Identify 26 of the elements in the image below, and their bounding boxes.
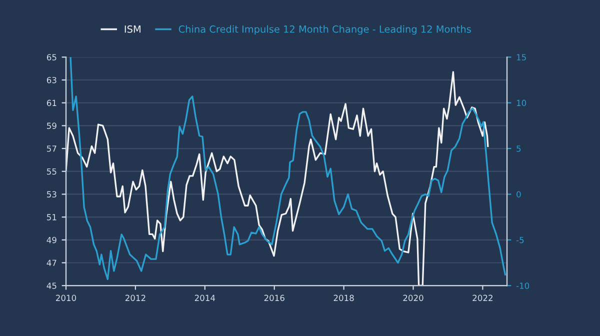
y2-tick-label: 15	[516, 54, 526, 60]
x-tick-label: 2010	[56, 294, 76, 302]
y-tick-label: 55	[47, 168, 56, 175]
legend-label: China Credit Impulse 12 Month Change - Leading 12 Months	[178, 25, 471, 35]
legend-label: ISM	[124, 25, 140, 33]
y2-tick-label: -10	[516, 282, 530, 289]
y-tick-label: 47	[46, 260, 56, 266]
x-tick-label: 2016	[264, 294, 284, 302]
x-tick-label: 2012	[125, 294, 146, 302]
y2-tick-label: -5	[516, 236, 524, 244]
y-tick-label: 63	[46, 76, 56, 84]
y-tick-label: 65	[46, 54, 56, 60]
y2-tick-label: 5	[516, 146, 521, 152]
x-tick-label: 2018	[334, 294, 354, 302]
y-tick-label: 45	[46, 282, 56, 289]
y-tick-label: 57	[47, 146, 56, 152]
x-tick-label: 2020	[403, 294, 424, 302]
y-tick-label: 59	[47, 122, 56, 129]
y-tick-label: 49	[46, 236, 56, 244]
y-tick-label: 53	[47, 191, 56, 198]
y2-tick-label: 10	[516, 100, 526, 106]
y2-tick-label: 0	[516, 191, 521, 198]
x-tick-label: 2022	[472, 294, 492, 302]
x-tick-label: 2014	[194, 294, 216, 302]
y-tick-label: 61	[46, 100, 56, 106]
y-tick-label: 51	[47, 214, 56, 220]
